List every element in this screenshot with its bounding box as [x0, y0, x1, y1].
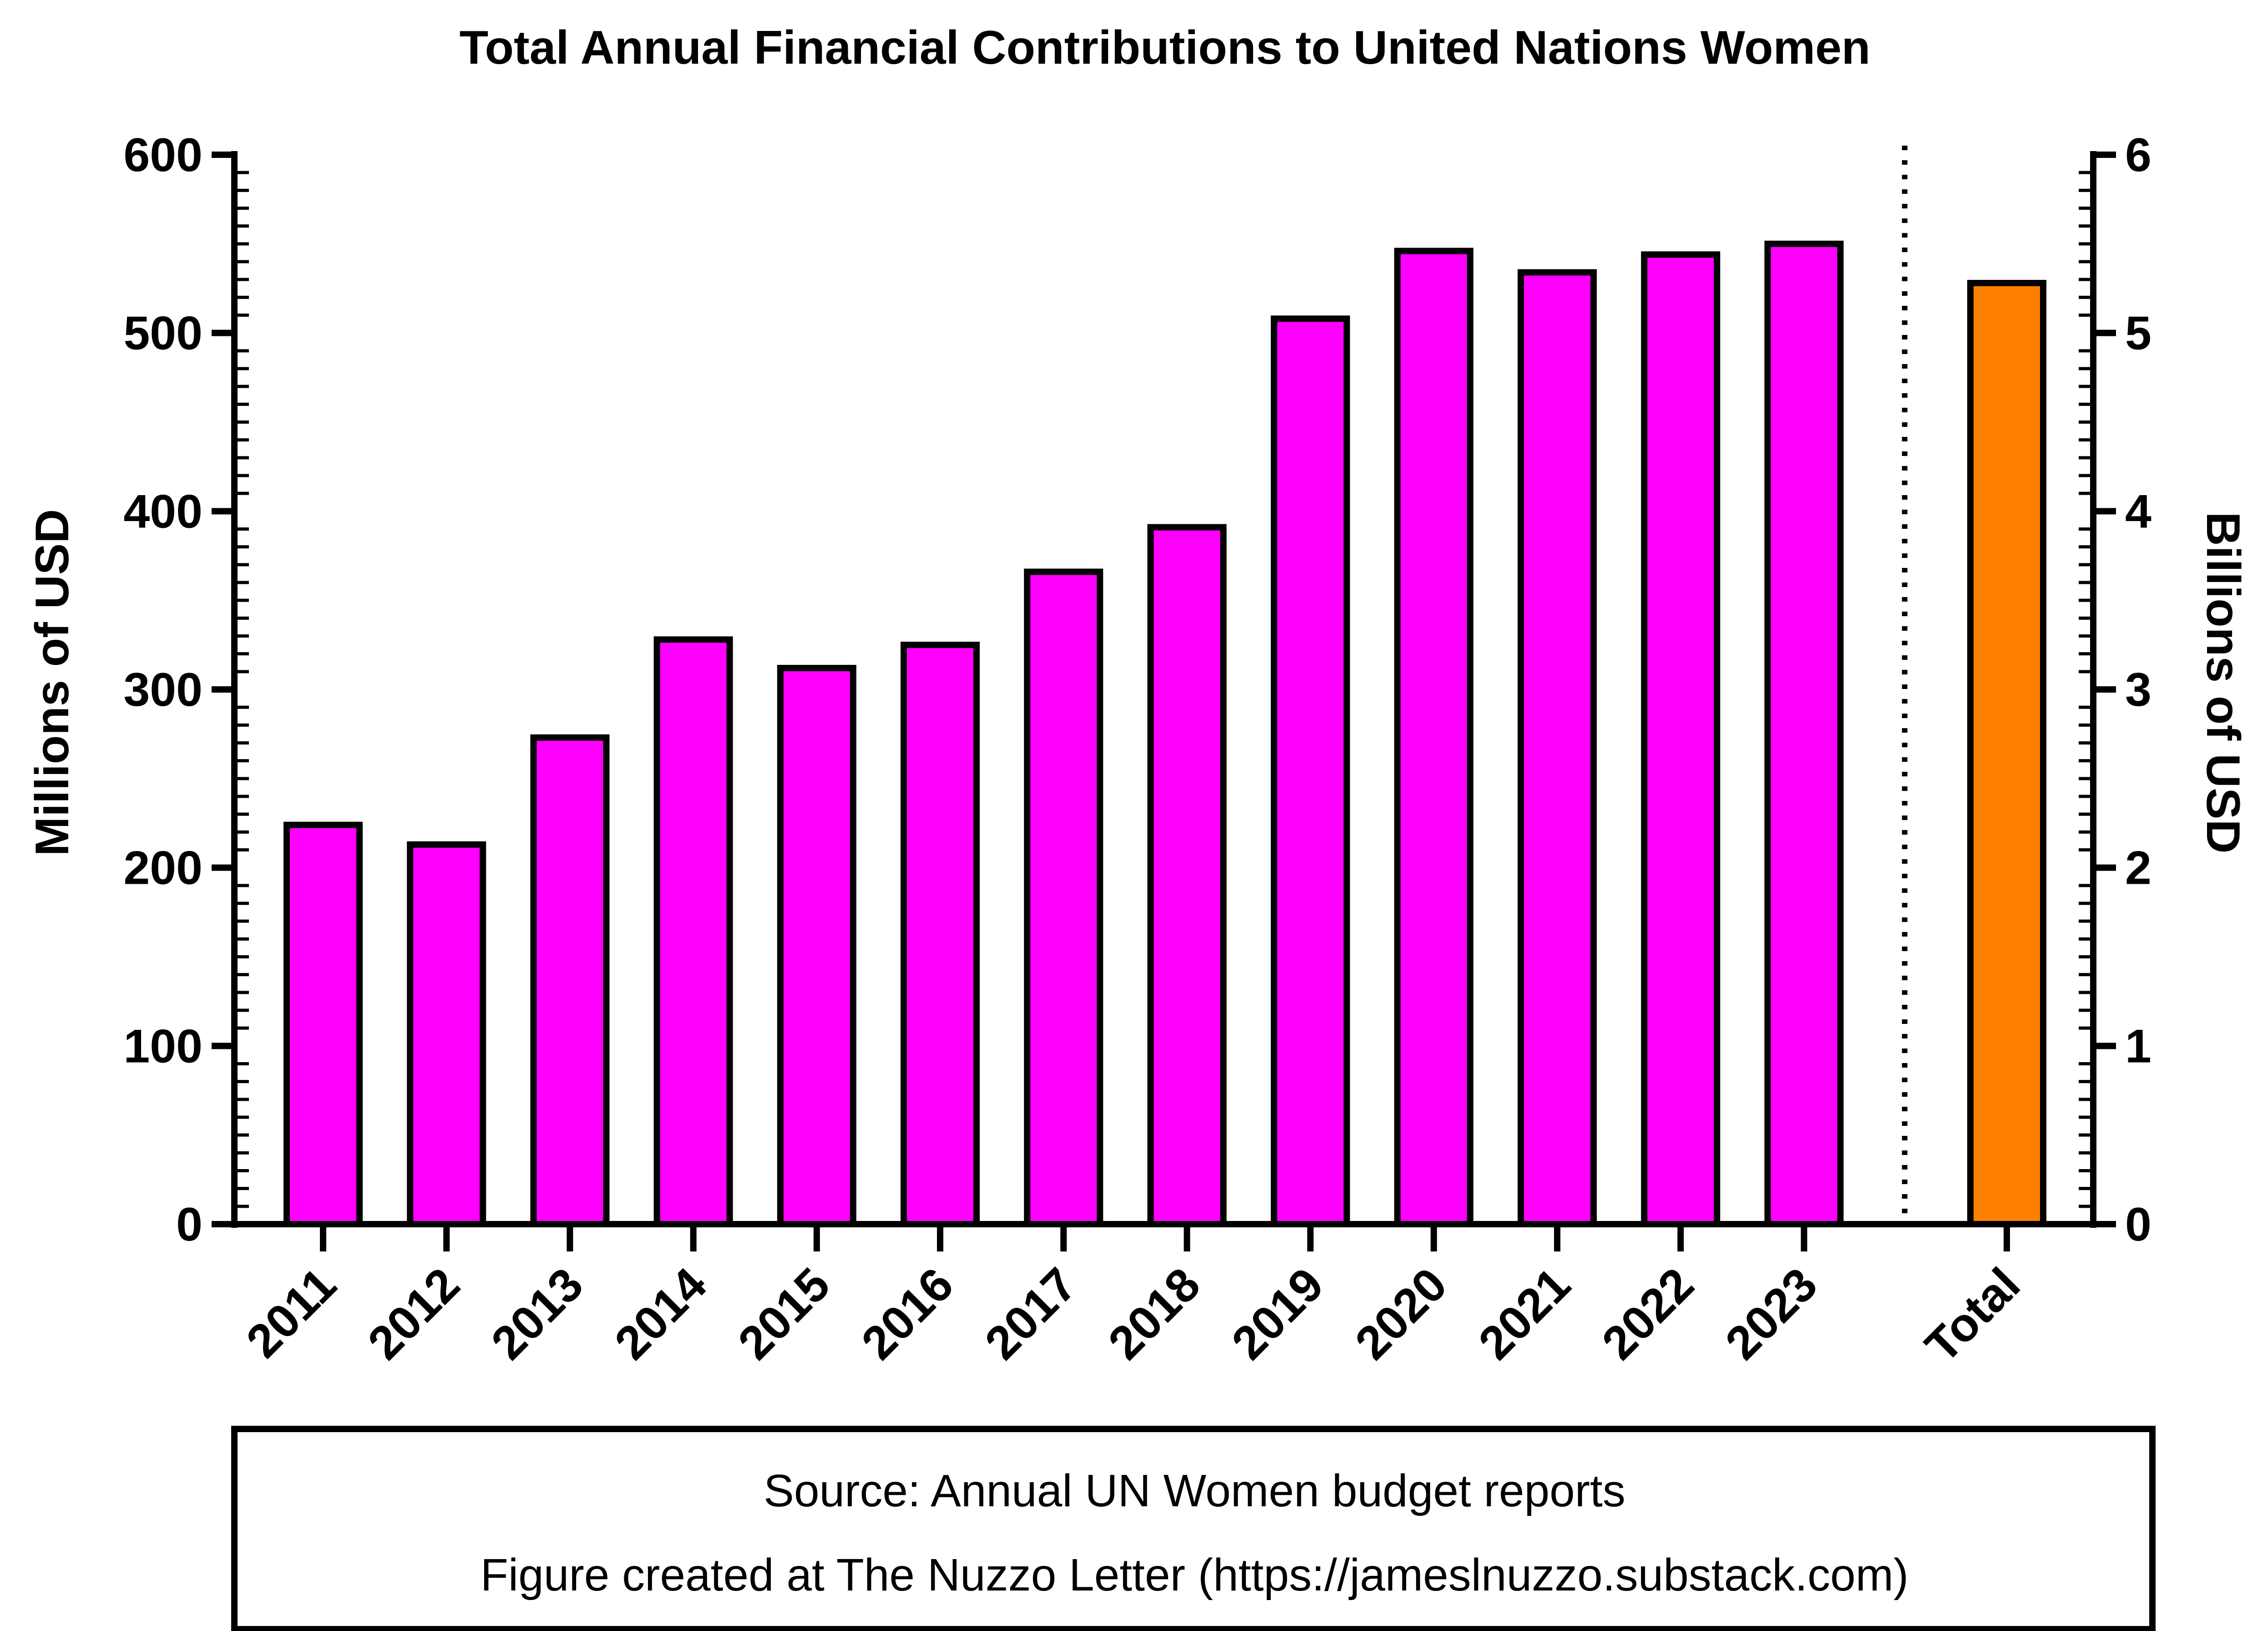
x-tick-label: 2013: [481, 1258, 593, 1370]
bar: [1641, 251, 1721, 1228]
right-axis-title: Billions of USD: [2197, 512, 2249, 853]
chart-title: Total Annual Financial Contributions to …: [460, 21, 1871, 74]
x-tick-label: 2020: [1345, 1258, 1457, 1370]
x-tick-label: 2015: [728, 1258, 840, 1370]
bar: [1271, 315, 1350, 1227]
left-y-axis: 0 100 200 300 400 500 600: [123, 129, 249, 1251]
left-tick-label: 0: [176, 1198, 202, 1251]
right-y-axis: 0 1 2 3 4 5 6: [2079, 129, 2152, 1251]
bar: [1024, 568, 1104, 1227]
right-tick-label: 0: [2125, 1198, 2152, 1251]
credit-note: Figure created at The Nuzzo Letter (http…: [481, 1550, 1909, 1601]
x-tick-label: 2016: [852, 1258, 964, 1370]
total-tick-label: Total: [1915, 1258, 2030, 1373]
x-tick-label: 2021: [1469, 1258, 1581, 1370]
left-tick-label: 200: [123, 842, 202, 895]
right-tick-label: 4: [2125, 485, 2152, 538]
bar: [1147, 524, 1227, 1227]
left-tick-label: 100: [123, 1020, 202, 1073]
x-tick-label: 2018: [1099, 1258, 1210, 1370]
left-axis-title: Millions of USD: [26, 509, 79, 856]
right-tick-label: 6: [2125, 129, 2152, 182]
right-tick-label: 3: [2125, 664, 2152, 716]
total-bar: [1967, 280, 2046, 1227]
bar: [1518, 269, 1597, 1227]
bars: [284, 146, 2046, 1228]
bar: [653, 636, 733, 1227]
bar: [777, 665, 856, 1227]
x-tick-label: 2017: [975, 1258, 1087, 1370]
x-tick-label: 2014: [605, 1258, 717, 1370]
left-tick-label: 400: [123, 485, 202, 538]
bar: [530, 734, 610, 1227]
bar: [1394, 248, 1473, 1227]
x-tick-label: 2011: [237, 1258, 347, 1368]
left-tick-label: 600: [123, 129, 202, 182]
source-note: Source: Annual UN Women budget reports: [764, 1465, 1625, 1516]
x-axis: 2011 2012 2013 2014 2015 2016 2017 2018 2019 2020…: [234, 1221, 2093, 1373]
right-tick-label: 5: [2125, 307, 2152, 360]
x-tick-label: 2012: [358, 1258, 470, 1370]
x-tick-label: 2022: [1592, 1258, 1704, 1370]
x-tick-label: 2023: [1716, 1258, 1828, 1370]
bar: [1764, 240, 1844, 1228]
caption-box: [231, 1426, 2156, 1631]
bar: [407, 841, 486, 1227]
x-tick-label: 2019: [1222, 1258, 1334, 1370]
bar: [901, 642, 980, 1227]
right-tick-label: 2: [2125, 842, 2152, 895]
bar: [284, 821, 363, 1227]
left-tick-label: 300: [123, 664, 202, 716]
left-tick-label: 500: [123, 307, 202, 360]
right-tick-label: 1: [2125, 1020, 2152, 1073]
